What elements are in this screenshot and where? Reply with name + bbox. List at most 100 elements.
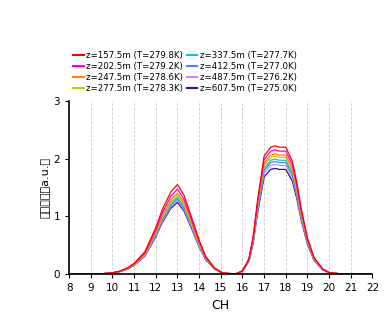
z=487.5m (T=276.2K): [247, 259, 251, 263]
z=157.5m (T=279.8K): [268, 145, 273, 149]
z=247.5m (T=278.6K): [233, 272, 238, 276]
z=487.5m (T=276.2K): [370, 272, 375, 276]
z=487.5m (T=276.2K): [268, 163, 273, 167]
z=277.5m (T=278.3K): [154, 231, 158, 235]
z=337.5m (T=277.7K): [182, 204, 186, 208]
z=157.5m (T=279.8K): [221, 271, 225, 275]
z=247.5m (T=278.6K): [247, 258, 251, 261]
z=412.5m (T=277.0K): [251, 238, 256, 242]
z=607.5m (T=275.0K): [312, 258, 316, 262]
z=157.5m (T=279.8K): [370, 272, 375, 276]
z=247.5m (T=278.6K): [67, 272, 71, 276]
z=607.5m (T=275.0K): [169, 206, 173, 210]
z=487.5m (T=276.2K): [251, 239, 256, 243]
z=487.5m (T=276.2K): [283, 163, 288, 167]
z=337.5m (T=277.7K): [247, 258, 251, 262]
z=202.5m (T=279.2K): [273, 148, 277, 152]
z=247.5m (T=278.6K): [320, 267, 325, 271]
z=157.5m (T=279.8K): [262, 154, 266, 158]
z=337.5m (T=277.7K): [204, 257, 208, 261]
z=247.5m (T=278.6K): [305, 238, 310, 242]
z=202.5m (T=279.2K): [221, 271, 225, 275]
z=412.5m (T=277.0K): [312, 258, 316, 261]
z=277.5m (T=278.3K): [338, 272, 342, 276]
z=487.5m (T=276.2K): [229, 272, 234, 276]
z=337.5m (T=277.7K): [110, 271, 115, 275]
z=277.5m (T=278.3K): [273, 154, 277, 158]
z=202.5m (T=279.2K): [247, 257, 251, 261]
z=157.5m (T=279.8K): [299, 205, 303, 209]
z=277.5m (T=278.3K): [268, 156, 273, 159]
z=277.5m (T=278.3K): [290, 169, 295, 172]
z=412.5m (T=277.0K): [233, 272, 238, 276]
z=157.5m (T=279.8K): [349, 272, 353, 276]
Line: z=277.5m (T=278.3K): z=277.5m (T=278.3K): [69, 156, 372, 274]
z=157.5m (T=279.8K): [229, 272, 234, 276]
z=487.5m (T=276.2K): [349, 272, 353, 276]
z=157.5m (T=279.8K): [67, 272, 71, 276]
z=607.5m (T=275.0K): [294, 196, 299, 200]
z=487.5m (T=276.2K): [338, 272, 342, 276]
z=202.5m (T=279.2K): [67, 272, 71, 276]
z=412.5m (T=277.0K): [160, 218, 165, 222]
z=277.5m (T=278.3K): [204, 256, 208, 260]
z=157.5m (T=279.8K): [247, 257, 251, 261]
z=202.5m (T=279.2K): [312, 256, 316, 260]
z=157.5m (T=279.8K): [327, 271, 331, 274]
z=277.5m (T=278.3K): [233, 272, 238, 276]
z=337.5m (T=277.7K): [312, 257, 316, 261]
z=337.5m (T=277.7K): [240, 269, 245, 273]
z=157.5m (T=279.8K): [233, 272, 238, 276]
z=157.5m (T=279.8K): [320, 267, 325, 271]
z=487.5m (T=276.2K): [312, 258, 316, 262]
z=607.5m (T=275.0K): [262, 175, 266, 179]
z=247.5m (T=278.6K): [154, 230, 158, 234]
z=277.5m (T=278.3K): [225, 272, 230, 275]
z=247.5m (T=278.6K): [169, 198, 173, 202]
z=412.5m (T=277.0K): [190, 227, 195, 231]
z=337.5m (T=277.7K): [125, 267, 130, 271]
z=202.5m (T=279.2K): [327, 271, 331, 274]
z=412.5m (T=277.0K): [218, 270, 223, 274]
z=277.5m (T=278.3K): [67, 272, 71, 276]
z=277.5m (T=278.3K): [349, 272, 353, 276]
z=157.5m (T=279.8K): [132, 261, 136, 265]
z=157.5m (T=279.8K): [169, 190, 173, 194]
z=157.5m (T=279.8K): [312, 255, 316, 259]
z=277.5m (T=278.3K): [320, 267, 325, 271]
z=607.5m (T=275.0K): [277, 168, 281, 171]
z=247.5m (T=278.6K): [143, 252, 147, 256]
z=277.5m (T=278.3K): [312, 257, 316, 261]
z=412.5m (T=277.0K): [110, 271, 115, 275]
z=487.5m (T=276.2K): [320, 268, 325, 272]
Line: z=247.5m (T=278.6K): z=247.5m (T=278.6K): [69, 154, 372, 274]
z=247.5m (T=278.6K): [160, 214, 165, 218]
z=487.5m (T=276.2K): [225, 272, 230, 275]
z=247.5m (T=278.6K): [125, 266, 130, 270]
z=157.5m (T=279.8K): [294, 180, 299, 184]
z=157.5m (T=279.8K): [182, 193, 186, 197]
z=412.5m (T=277.0K): [229, 272, 234, 276]
z=202.5m (T=279.2K): [283, 149, 288, 153]
z=247.5m (T=278.6K): [283, 153, 288, 157]
z=412.5m (T=277.0K): [132, 263, 136, 267]
z=487.5m (T=276.2K): [169, 205, 173, 209]
z=247.5m (T=278.6K): [204, 256, 208, 260]
z=157.5m (T=279.8K): [154, 226, 158, 229]
z=337.5m (T=277.7K): [132, 263, 136, 267]
z=487.5m (T=276.2K): [305, 241, 310, 245]
z=277.5m (T=278.3K): [327, 271, 331, 275]
z=412.5m (T=277.0K): [299, 214, 303, 217]
z=202.5m (T=279.2K): [229, 272, 234, 276]
z=607.5m (T=275.0K): [88, 272, 93, 276]
z=157.5m (T=279.8K): [197, 238, 202, 242]
z=607.5m (T=275.0K): [190, 229, 195, 233]
z=607.5m (T=275.0K): [160, 220, 165, 224]
z=157.5m (T=279.8K): [255, 198, 260, 202]
z=247.5m (T=278.6K): [197, 241, 202, 245]
z=337.5m (T=277.7K): [67, 272, 71, 276]
z=412.5m (T=277.0K): [182, 206, 186, 210]
z=607.5m (T=275.0K): [117, 270, 121, 274]
z=412.5m (T=277.0K): [370, 272, 375, 276]
z=337.5m (T=277.7K): [117, 270, 121, 274]
